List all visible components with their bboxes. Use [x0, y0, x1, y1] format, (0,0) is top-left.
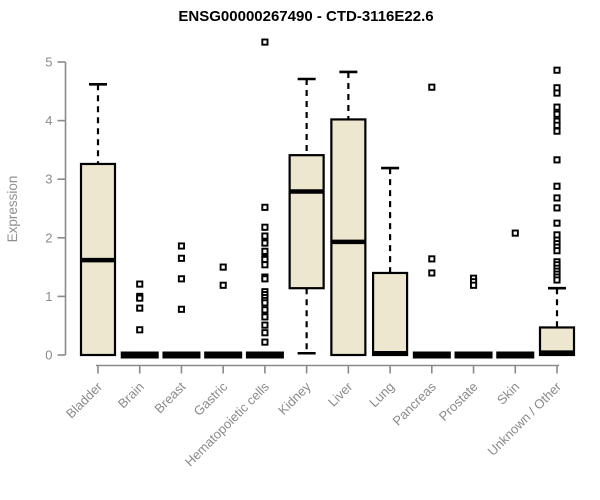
outlier-point	[177, 254, 186, 262]
iqr-box	[371, 271, 409, 357]
outlier-point	[261, 223, 269, 231]
y-tick-label: 4	[45, 113, 52, 128]
collapsed-box	[204, 351, 243, 359]
box-hematopoietic-cells	[245, 38, 284, 359]
outlier-point	[261, 239, 269, 247]
outlier-point	[261, 321, 269, 329]
outlier-point	[553, 219, 561, 227]
x-tick-label-gastric: Gastric	[191, 379, 231, 419]
outlier-point	[136, 326, 144, 334]
collapsed-box	[245, 351, 284, 359]
iqr-box	[330, 118, 367, 357]
outlier-point	[553, 110, 561, 118]
y-tick-label: 1	[45, 289, 52, 304]
outlier-point	[261, 306, 269, 314]
outlier-point	[261, 38, 269, 46]
box-breast	[162, 242, 201, 359]
collapsed-box	[120, 351, 159, 359]
outlier-point	[553, 182, 561, 190]
outlier-point	[428, 255, 436, 263]
outlier-point	[553, 247, 561, 255]
box-kidney	[288, 77, 325, 355]
outlier-point	[261, 247, 269, 255]
iqr-box	[288, 154, 325, 290]
outlier-point	[511, 229, 519, 237]
outlier-point	[553, 204, 561, 212]
outlier-point	[136, 280, 144, 288]
x-tick-label-unknown-other: Unknown / Other	[485, 379, 565, 459]
outlier-point	[219, 263, 227, 271]
x-tick-label-lung: Lung	[366, 379, 397, 410]
outlier-point	[553, 89, 561, 97]
y-tick-label: 2	[45, 230, 52, 245]
outlier-point	[177, 242, 186, 250]
box-liver	[330, 70, 367, 357]
y-tick-label: 0	[45, 348, 52, 363]
box-skin	[496, 229, 535, 359]
y-tick-label: 3	[45, 172, 52, 187]
outlier-point	[428, 269, 436, 277]
outlier-point	[261, 338, 269, 346]
outlier-point	[177, 305, 186, 313]
outlier-point	[553, 156, 561, 164]
collapsed-box	[454, 351, 493, 359]
outlier-point	[177, 275, 186, 283]
x-tick-label-skin: Skin	[494, 379, 522, 407]
collapsed-box	[162, 351, 201, 359]
outlier-point	[469, 281, 478, 289]
outlier-point	[553, 103, 561, 111]
outlier-point	[553, 66, 561, 74]
box-prostate	[454, 274, 493, 359]
collapsed-box	[412, 351, 451, 359]
box-gastric	[204, 263, 243, 359]
box-bladder	[79, 82, 117, 357]
x-tick-label-pancreas: Pancreas	[389, 379, 439, 429]
boxplot-series	[79, 38, 576, 359]
x-tick-label-kidney: Kidney	[275, 379, 314, 418]
collapsed-box	[496, 351, 535, 359]
outlier-point	[136, 294, 144, 302]
outlier-point	[261, 275, 269, 283]
outlier-point	[428, 83, 436, 91]
box-unknown-other	[538, 66, 576, 357]
y-axis: 0 1 2 3 4 5	[45, 55, 67, 363]
outlier-point	[219, 281, 227, 289]
chart-title: ENSG00000267490 - CTD-3116E22.6	[178, 8, 433, 25]
outlier-point	[553, 121, 561, 129]
outlier-point	[261, 299, 269, 307]
y-tick-label: 5	[45, 55, 52, 70]
x-tick-label-prostate: Prostate	[436, 379, 481, 424]
x-tick-label-bladder: Bladder	[63, 379, 106, 422]
outlier-point	[553, 276, 561, 284]
outlier-point	[261, 232, 269, 240]
y-axis-label: Expression	[5, 176, 20, 243]
outlier-point	[553, 127, 561, 135]
box-brain	[120, 280, 159, 359]
outlier-point	[136, 304, 144, 312]
x-tick-label-liver: Liver	[325, 379, 356, 410]
x-tick-label-brain: Brain	[115, 379, 147, 411]
outlier-point	[261, 313, 269, 321]
x-tick-label-breast: Breast	[151, 379, 188, 416]
box-pancreas	[412, 83, 451, 359]
outlier-point	[261, 203, 269, 211]
outlier-point	[261, 261, 269, 269]
outlier-point	[261, 329, 269, 337]
outlier-point	[553, 194, 561, 202]
box-lung	[371, 166, 409, 357]
